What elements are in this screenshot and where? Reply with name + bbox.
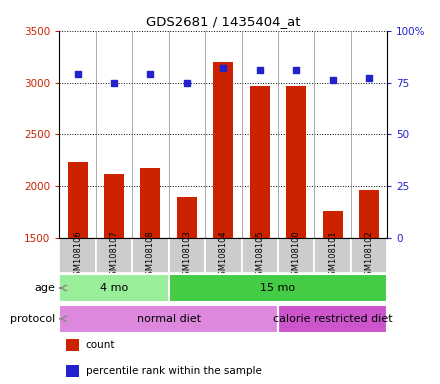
- Text: 15 mo: 15 mo: [260, 283, 296, 293]
- Point: [110, 79, 117, 86]
- Bar: [66, 365, 79, 377]
- Text: protocol: protocol: [10, 314, 55, 324]
- Bar: [59, 274, 169, 302]
- Text: GSM108108: GSM108108: [146, 230, 155, 281]
- Bar: [66, 339, 79, 351]
- Bar: [286, 86, 306, 384]
- Bar: [242, 238, 278, 273]
- Text: GSM108106: GSM108106: [73, 230, 82, 281]
- Bar: [132, 238, 169, 273]
- Point: [220, 65, 227, 71]
- Bar: [177, 197, 197, 384]
- Bar: [205, 238, 242, 273]
- Bar: [351, 238, 387, 273]
- Bar: [213, 62, 233, 384]
- Point: [329, 78, 336, 84]
- Bar: [359, 190, 379, 384]
- Text: percentile rank within the sample: percentile rank within the sample: [86, 366, 261, 376]
- Text: GSM108100: GSM108100: [292, 230, 301, 281]
- Bar: [59, 305, 278, 333]
- Bar: [140, 168, 161, 384]
- Point: [293, 67, 300, 73]
- Point: [147, 71, 154, 77]
- Point: [366, 75, 373, 81]
- Text: count: count: [86, 340, 115, 350]
- Bar: [323, 211, 343, 384]
- Text: GSM108105: GSM108105: [255, 230, 264, 281]
- Bar: [68, 162, 88, 384]
- Text: GSM108104: GSM108104: [219, 230, 228, 281]
- Text: normal diet: normal diet: [136, 314, 201, 324]
- Bar: [278, 305, 387, 333]
- Bar: [278, 238, 314, 273]
- Bar: [96, 238, 132, 273]
- Bar: [169, 238, 205, 273]
- Point: [74, 71, 81, 77]
- Text: 4 mo: 4 mo: [100, 283, 128, 293]
- Point: [256, 67, 263, 73]
- Text: calorie restricted diet: calorie restricted diet: [273, 314, 392, 324]
- Bar: [250, 86, 270, 384]
- Bar: [104, 174, 124, 384]
- Text: GSM108103: GSM108103: [182, 230, 191, 281]
- Text: age: age: [34, 283, 55, 293]
- Bar: [169, 274, 387, 302]
- Text: GSM108107: GSM108107: [110, 230, 118, 281]
- Text: GSM108101: GSM108101: [328, 230, 337, 281]
- Bar: [314, 238, 351, 273]
- Title: GDS2681 / 1435404_at: GDS2681 / 1435404_at: [146, 15, 301, 28]
- Point: [183, 79, 191, 86]
- Text: GSM108102: GSM108102: [364, 230, 374, 281]
- Bar: [59, 238, 96, 273]
